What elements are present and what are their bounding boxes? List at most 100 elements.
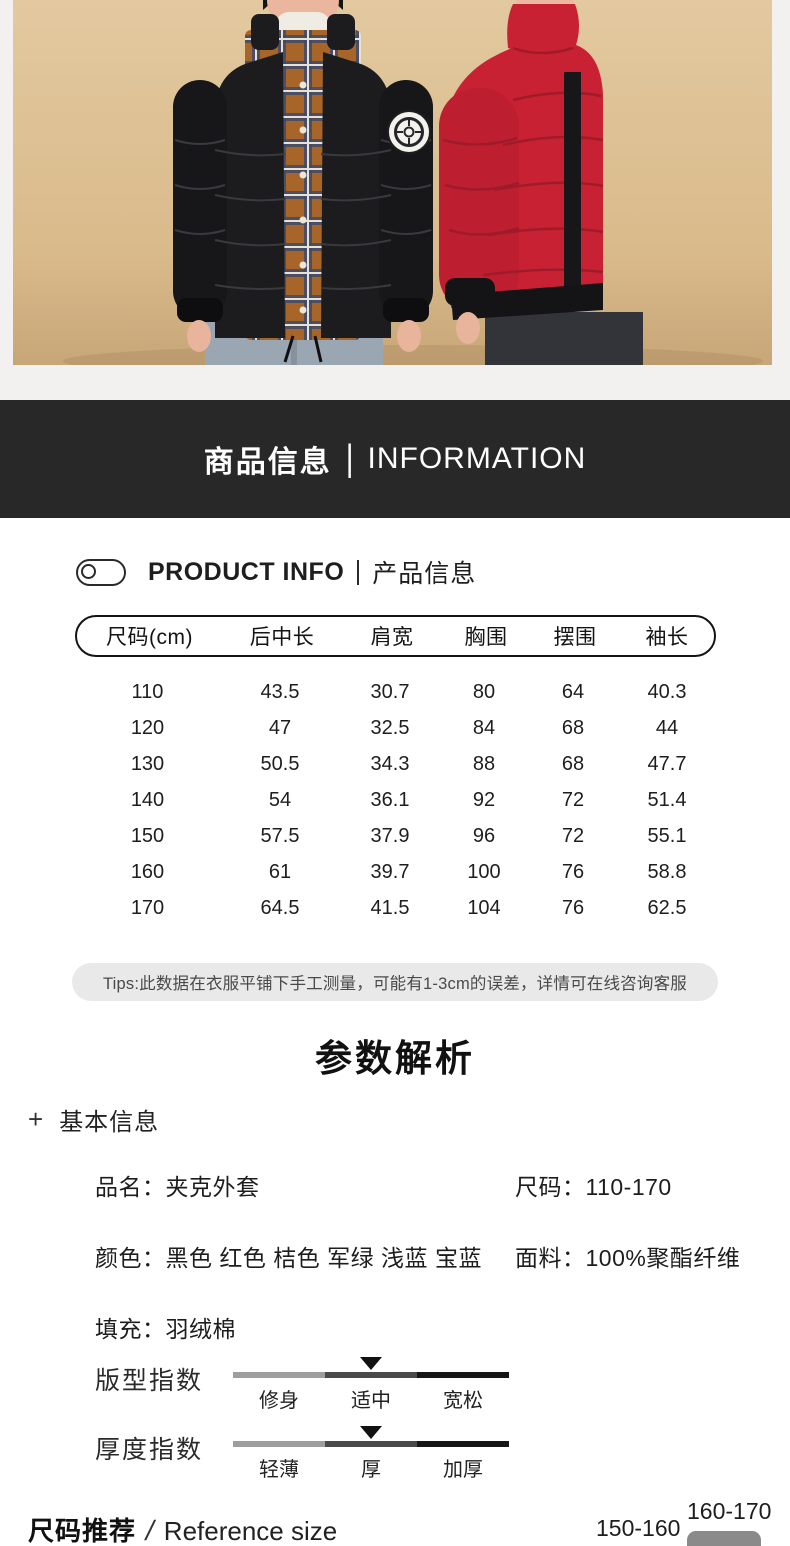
cell: 47	[268, 716, 292, 739]
cell: 160	[130, 860, 165, 883]
banner-title-en: INFORMATION	[367, 442, 587, 475]
params-title: 参数解析	[315, 1038, 475, 1079]
col-header: 摆围	[553, 626, 597, 649]
size-reco-header: 尺码推荐 / Reference size	[28, 1511, 790, 1546]
table-row: 120 47 32.5 84 68 44	[75, 710, 716, 746]
cell: 100	[467, 860, 501, 883]
cell: 36.1	[370, 788, 410, 811]
attribute-value: 羽绒棉	[165, 1316, 236, 1342]
cell: 72	[561, 824, 585, 847]
cell: 72	[561, 788, 585, 811]
size-reco-divider: /	[142, 1515, 158, 1546]
cell: 76	[561, 860, 585, 883]
banner-divider: |	[345, 437, 354, 479]
col-header: 尺码(cm)	[106, 626, 193, 649]
index-bar	[233, 1441, 509, 1447]
tips-note: Tips:此数据在衣服平铺下手工测量，可能有1-3cm的误差，详情可在线咨询客服	[72, 963, 718, 1001]
cell: 120	[130, 716, 165, 739]
cell: 62.5	[647, 896, 687, 919]
product-info-label-en: PRODUCT INFO	[148, 557, 345, 586]
cell: 76	[561, 896, 585, 919]
col-header: 肩宽	[370, 626, 414, 649]
plus-icon: +	[28, 1104, 45, 1134]
cell: 58.8	[647, 860, 687, 883]
kid-black-jacket	[173, 0, 433, 365]
cell: 92	[472, 788, 496, 811]
cell: 68	[561, 752, 585, 775]
cell: 37.9	[370, 824, 410, 847]
cell: 32.5	[370, 716, 410, 739]
toggle-knob-icon	[81, 563, 96, 579]
index-option: 加厚	[443, 1459, 483, 1481]
bar-160-170	[687, 1531, 761, 1546]
kid-red-jacket	[439, 0, 643, 365]
cell: 51.4	[647, 788, 687, 811]
cell: 61	[268, 860, 292, 883]
index-option: 宽松	[443, 1390, 483, 1412]
product-info-header: PRODUCT INFO 产品信息	[76, 555, 790, 589]
toggle-icon	[76, 558, 126, 586]
col-header: 后中长	[249, 626, 315, 649]
attribute-label: 填充：	[95, 1316, 166, 1342]
chart-label-150-160: 150-160	[596, 1515, 681, 1541]
attribute-item: 填充：羽绒棉	[95, 1310, 515, 1344]
banner-title-zh: 商品信息	[203, 446, 332, 479]
cell: 34.3	[370, 752, 410, 775]
attribute-label: 品名：	[95, 1174, 166, 1200]
basic-info-label: 基本信息	[59, 1109, 160, 1136]
cell: 57.5	[260, 824, 300, 847]
cell: 170	[130, 896, 165, 919]
index-bar	[233, 1372, 509, 1378]
attribute-item: 品名：夹克外套	[95, 1168, 515, 1202]
cell: 39.7	[370, 860, 410, 883]
cell: 80	[472, 680, 496, 703]
cell: 40.3	[647, 680, 687, 703]
attribute-value: 夹克外套	[165, 1174, 260, 1200]
attribute-item: 面料：100%聚酯纤维	[515, 1239, 740, 1273]
cell: 64	[561, 680, 585, 703]
size-table-header: 尺码(cm) 后中长 肩宽 胸围 摆围 袖长	[75, 615, 716, 657]
cell: 140	[130, 788, 165, 811]
index-sliders: 版型指数 修身 适中 宽松 厚度指数 轻薄 厚 加厚	[95, 1357, 790, 1482]
attribute-item: 颜色：黑色 红色 桔色 军绿 浅蓝 宝蓝	[95, 1239, 515, 1273]
attribute-label: 颜色：	[95, 1245, 166, 1271]
size-reco-title-zh: 尺码推荐	[28, 1516, 137, 1546]
thickness-index-row: 厚度指数 轻薄 厚 加厚	[95, 1426, 790, 1482]
fit-index-slider: 修身 适中 宽松	[233, 1357, 509, 1413]
cell: 84	[472, 716, 496, 739]
fit-index-label: 版型指数	[95, 1367, 204, 1395]
attribute-value: 黑色 红色 桔色 军绿 浅蓝 宝蓝	[165, 1245, 482, 1271]
attribute-value: 110-170	[585, 1174, 672, 1200]
sleeve-badge	[387, 110, 431, 154]
table-row: 160 61 39.7 100 76 58.8	[75, 854, 716, 890]
size-table-body: 110 43.5 30.7 80 64 40.3 120 47 32.5 84 68 44 130 5…	[75, 674, 716, 926]
hero-photo	[13, 0, 772, 365]
attributes-grid: 品名：夹克外套 尺码：110-170 颜色：黑色 红色 桔色 军绿 浅蓝 宝蓝 …	[95, 1168, 740, 1344]
index-option: 厚	[361, 1459, 381, 1481]
thickness-index-label: 厚度指数	[95, 1436, 204, 1464]
size-table: 尺码(cm) 后中长 肩宽 胸围 摆围 袖长 110 43.5 30.7 80 64 40…	[75, 615, 716, 926]
selected-marker-icon	[360, 1357, 382, 1370]
table-row: 170 64.5 41.5 104 76 62.5	[75, 890, 716, 926]
fit-index-row: 版型指数 修身 适中 宽松	[95, 1357, 790, 1413]
attribute-item: 尺码：110-170	[515, 1168, 740, 1202]
cell: 104	[467, 896, 501, 919]
cell: 130	[130, 752, 165, 775]
selected-marker-icon	[360, 1426, 382, 1439]
cell: 47.7	[647, 752, 687, 775]
cell: 44	[655, 716, 679, 739]
cell: 110	[131, 680, 164, 703]
cell: 88	[472, 752, 496, 775]
index-option: 修身	[259, 1390, 299, 1412]
hero-photo-band	[0, 0, 790, 400]
chart-label-160-170: 160-170	[687, 1498, 772, 1524]
table-row: 140 54 36.1 92 72 51.4	[75, 782, 716, 818]
info-banner: 商品信息 | INFORMATION	[0, 400, 790, 518]
size-reco-title-en: Reference size	[163, 1516, 338, 1546]
cell: 68	[561, 716, 585, 739]
cell: 96	[472, 824, 496, 847]
index-option: 适中	[351, 1390, 391, 1412]
col-header: 胸围	[464, 626, 508, 649]
table-row: 130 50.5 34.3 88 68 47.7	[75, 746, 716, 782]
